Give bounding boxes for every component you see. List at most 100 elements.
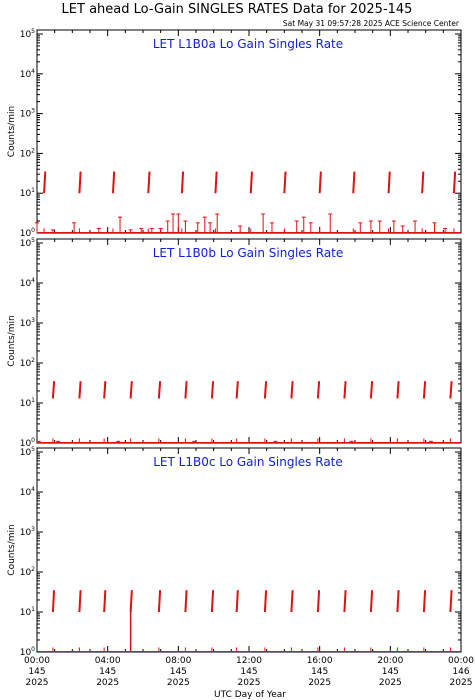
spike-mark	[290, 590, 294, 613]
y-tick-exponent: 4	[31, 486, 35, 493]
x-tick-doy: 145	[99, 667, 116, 677]
y-tick-label: 101	[20, 606, 35, 618]
spike-mark	[263, 381, 268, 399]
y-tick-exponent: 5	[31, 28, 35, 35]
x-tick-year: 2025	[379, 678, 402, 688]
x-tick-doy: 145	[28, 667, 45, 677]
spike-mark	[78, 381, 82, 399]
spike-mark	[103, 381, 107, 399]
plot-frame	[36, 238, 462, 444]
y-tick-label: 101	[20, 187, 35, 199]
spike-mark	[343, 590, 347, 613]
x-tick-time: 00:00	[448, 656, 474, 666]
y-tick-base: 10	[20, 30, 32, 40]
spike-mark	[421, 171, 425, 194]
x-tick-time: 20:00	[377, 656, 403, 666]
y-tick-base: 10	[20, 439, 32, 449]
spike-mark	[449, 590, 453, 613]
y-tick-base: 10	[20, 70, 32, 80]
spike-mark	[184, 590, 188, 613]
y-tick-exponent: 5	[31, 446, 35, 453]
y-tick-base: 10	[20, 448, 32, 458]
y-tick-base: 10	[20, 189, 32, 199]
y-tick-base: 10	[20, 239, 32, 249]
x-tick-doy: 145	[240, 667, 257, 677]
chart-title: LET ahead Lo-Gain SINGLES RATES Data for…	[62, 2, 413, 17]
y-tick-base: 10	[20, 279, 32, 289]
spike-mark	[147, 171, 151, 194]
spike-mark	[290, 381, 294, 399]
spike-mark	[184, 381, 188, 399]
y-axis-label: Counts/min	[7, 106, 17, 157]
y-tick-base: 10	[20, 319, 32, 329]
y-tick-base: 10	[20, 359, 32, 369]
spike-mark	[316, 381, 321, 399]
y-tick-label: 102	[20, 357, 35, 369]
spike-mark	[235, 381, 239, 399]
y-tick-exponent: 4	[31, 68, 35, 75]
x-tick-time: 16:00	[307, 656, 333, 666]
y-tick-label: 103	[20, 317, 35, 329]
y-tick-base: 10	[20, 488, 32, 498]
spike-mark	[129, 381, 133, 399]
spike-mark	[387, 171, 391, 194]
spike-mark	[318, 171, 322, 194]
y-tick-label: 104	[20, 486, 35, 498]
spike-mark	[210, 590, 215, 613]
spike-mark	[43, 171, 47, 194]
y-tick-exponent: 2	[31, 147, 35, 154]
spike-mark	[449, 381, 453, 399]
y-tick-label: 105	[20, 28, 35, 40]
spike-mark	[129, 590, 133, 613]
y-tick-label: 105	[20, 237, 35, 249]
spike-mark	[369, 381, 374, 399]
y-tick-exponent: 3	[31, 526, 35, 533]
y-tick-base: 10	[20, 568, 32, 578]
x-axis-label: UTC Day of Year	[214, 690, 286, 700]
y-tick-exponent: 5	[31, 237, 35, 244]
spike-mark	[396, 381, 400, 399]
plot-frame	[36, 447, 462, 653]
x-tick-year: 2025	[450, 678, 473, 688]
y-tick-exponent: 4	[31, 277, 35, 284]
y-tick-exponent: 0	[31, 437, 35, 444]
y-tick-base: 10	[20, 229, 32, 239]
y-tick-label: 103	[20, 108, 35, 120]
x-tick-year: 2025	[308, 678, 331, 688]
x-tick-year: 2025	[26, 678, 49, 688]
y-tick-exponent: 2	[31, 357, 35, 364]
x-tick-doy: 146	[452, 667, 469, 677]
spike-mark	[316, 590, 321, 613]
spike-mark	[210, 381, 215, 399]
x-tick-doy: 145	[311, 667, 328, 677]
y-tick-exponent: 3	[31, 317, 35, 324]
y-tick-label: 102	[20, 566, 35, 578]
x-tick-time: 08:00	[165, 656, 191, 666]
spike-mark	[180, 171, 185, 194]
y-tick-label: 104	[20, 68, 35, 80]
y-tick-exponent: 1	[31, 606, 35, 613]
y-tick-label: 100	[20, 646, 35, 658]
y-tick-base: 10	[20, 399, 32, 409]
spike-mark	[78, 590, 82, 613]
spike-mark	[78, 171, 82, 194]
spike-mark	[235, 590, 239, 613]
spike-mark	[452, 171, 457, 194]
x-tick-time: 00:00	[24, 656, 50, 666]
spike-mark	[352, 171, 356, 194]
x-tick-year: 2025	[96, 678, 119, 688]
panel-title: LET L1B0c Lo Gain Singles Rate	[153, 455, 343, 469]
y-tick-base: 10	[20, 608, 32, 618]
spike-mark	[343, 381, 347, 399]
spike-mark	[422, 590, 427, 613]
spike-mark	[283, 171, 287, 194]
y-tick-label: 102	[20, 147, 35, 159]
y-tick-exponent: 0	[31, 227, 35, 234]
spike-mark	[157, 590, 162, 613]
spike-mark	[422, 381, 427, 399]
y-tick-base: 10	[20, 110, 32, 120]
panel-title: LET L1B0a Lo Gain Singles Rate	[153, 37, 343, 51]
